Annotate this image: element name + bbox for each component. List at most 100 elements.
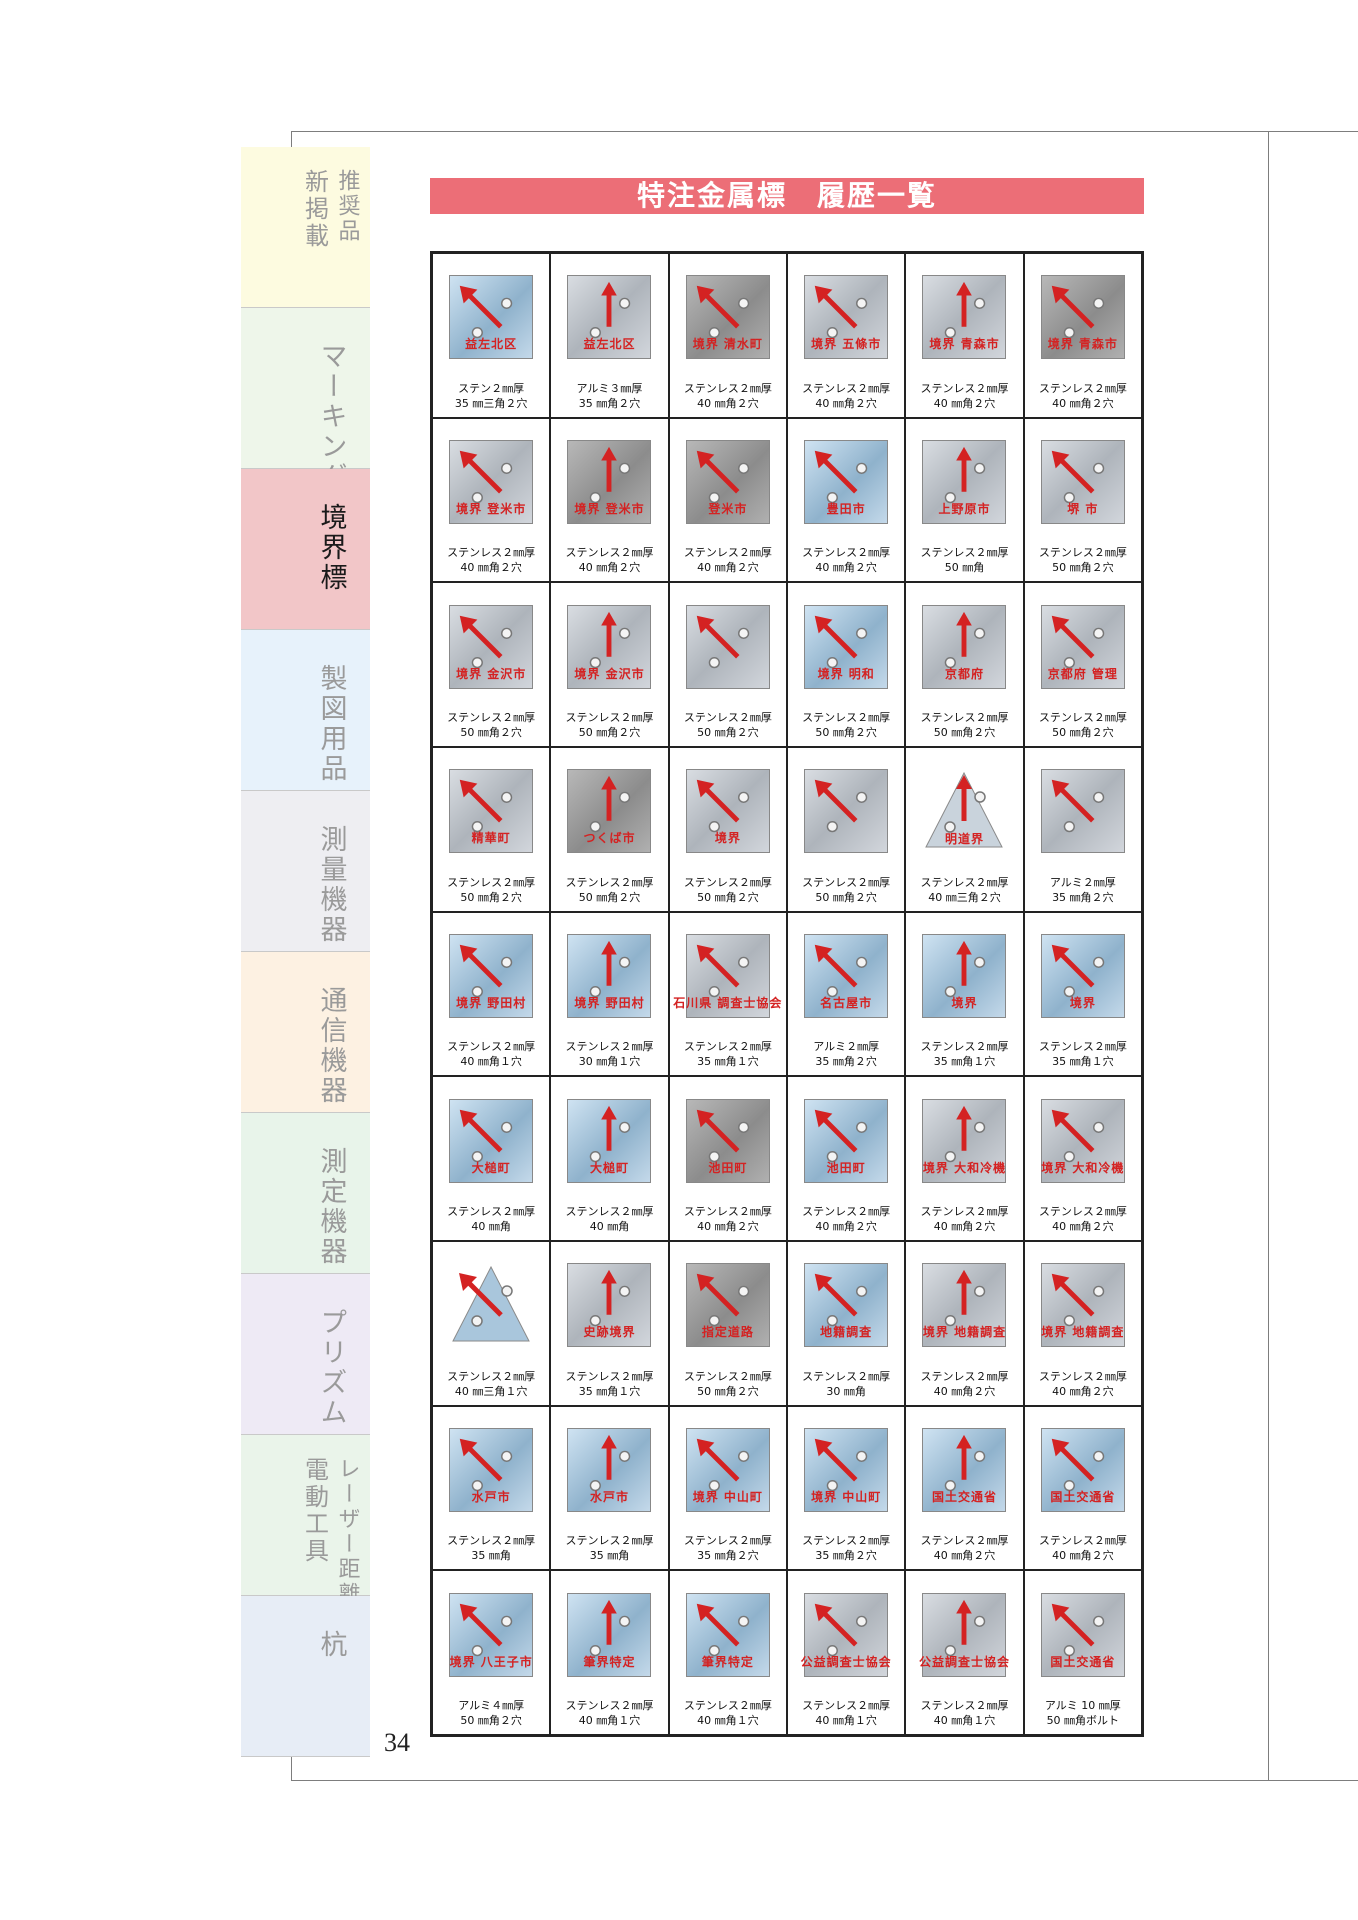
index-tab[interactable]: 測量機器 (241, 791, 370, 952)
plate-engraving: 上野原市 (938, 501, 991, 516)
screw-hole-icon (1092, 1286, 1105, 1298)
arrow-shaft (1055, 1113, 1095, 1153)
plate-spec: ステン２㎜厚 35 ㎜三角２穴 (454, 381, 528, 410)
plate-spec: ステンレス２㎜厚 50 ㎜角２穴 (920, 711, 1009, 739)
index-tab-panel: 通信機器 (291, 952, 370, 1112)
screw-hole-icon (945, 327, 957, 339)
screw-hole-icon (737, 792, 750, 804)
arrow-head-icon (459, 780, 478, 798)
boundary-plate-image: 指定道路 (685, 1263, 770, 1348)
plate-engraving: 公益調査士協会 (918, 1654, 1010, 1669)
boundary-plate-image: 大槌町 (449, 1098, 534, 1183)
plate-graphic (1051, 780, 1105, 833)
boundary-plate-image: 上野原市 (922, 439, 1007, 524)
screw-hole-icon (1063, 327, 1075, 339)
plate-graphic (814, 1603, 868, 1656)
screw-hole-icon (945, 656, 957, 668)
plate-engraving: 境界 金沢市 (456, 666, 527, 681)
screw-hole-icon (945, 1315, 957, 1327)
index-tab[interactable]: 測定機器 (241, 1113, 370, 1274)
product-cell: 上野原市 ステンレス２㎜厚 50 ㎜角 (905, 417, 1024, 583)
plate-photo-area: 境界 (906, 913, 1022, 1040)
boundary-plate-image: 益左北区 (449, 275, 534, 360)
plate-photo-area: 境界 野田村 (551, 913, 667, 1040)
screw-hole-icon (619, 298, 631, 310)
index-tab[interactable]: 杭 (241, 1596, 370, 1757)
product-cell: 指定道路 ステンレス２㎜厚 50 ㎜角２穴 (668, 1241, 787, 1406)
index-tab[interactable]: 通信機器 (241, 952, 370, 1113)
plate-photo-area: 国土交通省 (1025, 1571, 1141, 1698)
arrow-head-icon (601, 1270, 618, 1284)
arrow-head-icon (601, 776, 618, 790)
plate-spec: ステンレス２㎜厚 50 ㎜角２穴 (565, 711, 654, 739)
product-cell: 登米市 ステンレス２㎜厚 40 ㎜角２穴 (668, 417, 787, 583)
arrow-head-icon (601, 1599, 618, 1614)
product-cell: 国土交通省 ステンレス２㎜厚 40 ㎜角２穴 (1023, 1405, 1142, 1571)
screw-hole-icon (501, 1615, 513, 1627)
plate-engraving: 地籍調査 (820, 1325, 873, 1340)
plate-graphic (459, 780, 513, 833)
index-tab[interactable]: マーキング (241, 308, 370, 492)
index-tab-label: プリズム (315, 1308, 347, 1428)
screw-hole-icon (501, 298, 513, 310)
screw-hole-icon (1092, 462, 1105, 474)
plate-engraving: 池田町 (826, 1160, 866, 1175)
arrow-shaft (700, 1442, 740, 1482)
plate-engraving: 境界 青森市 (929, 337, 1000, 352)
arrow-head-icon (696, 1274, 715, 1292)
plate-graphic (459, 450, 513, 504)
screw-hole-icon (856, 1450, 868, 1462)
arrow-shaft (464, 784, 503, 823)
boundary-plate-image (804, 769, 889, 854)
index-tab-left-strip (241, 952, 291, 1112)
product-cell: つくば市 ステンレス２㎜厚 50 ㎜角２穴 (550, 747, 669, 912)
plate-spec: ステンレス２㎜厚 40 ㎜角１穴 (802, 1699, 891, 1727)
plate-spec: ステンレス２㎜厚 40 ㎜角１穴 (565, 1699, 654, 1727)
plate-spec: ステンレス２㎜厚 50 ㎜角２穴 (1038, 711, 1127, 739)
screw-hole-icon (619, 1121, 631, 1133)
index-tab[interactable]: プリズム (241, 1274, 370, 1435)
plate-graphic (696, 1274, 750, 1327)
index-tab[interactable]: 電動工具 レーザー距離計 (241, 1435, 370, 1632)
screw-hole-icon (1063, 1150, 1075, 1162)
arrow-head-icon (601, 282, 618, 296)
screw-hole-icon (856, 627, 868, 639)
plate-spec: ステンレス２㎜厚 35 ㎜角１穴 (920, 1040, 1009, 1069)
arrow-shaft (464, 619, 503, 659)
arrow-shaft (819, 290, 858, 329)
plate-graphic (814, 615, 868, 668)
screw-hole-icon (1063, 1644, 1075, 1656)
product-cell: 豊田市 ステンレス２㎜厚 40 ㎜角２穴 (787, 417, 906, 583)
boundary-plate-image: 水戸市 (449, 1427, 534, 1512)
plate-spec: アルミ２㎜厚 35 ㎜角２穴 (813, 1040, 880, 1069)
boundary-plate-image: 境界 八王子市 (449, 1592, 534, 1677)
plate-graphic (459, 615, 513, 668)
arrow-shaft (464, 1442, 503, 1482)
screw-hole-icon (826, 1150, 839, 1162)
screw-hole-icon (1063, 656, 1075, 668)
plate-engraving: 境界 登米市 (574, 501, 645, 516)
screw-hole-icon (590, 1644, 602, 1656)
page-title: 特注金属標 履歴一覧 (430, 178, 1144, 214)
plate-photo-area: 境界 登米市 (433, 419, 549, 546)
plate-graphic (590, 1105, 631, 1162)
plate-graphic (459, 286, 513, 339)
arrow-head-icon (696, 1438, 715, 1457)
arrow-head-icon (814, 1603, 833, 1621)
screw-hole-icon (1063, 1479, 1075, 1492)
index-tab[interactable]: 製図用品 (241, 630, 370, 791)
arrow-head-icon (814, 944, 833, 963)
plate-engraving: 水戸市 (589, 1489, 629, 1504)
plate-photo-area: 境界 八王子市 (433, 1571, 549, 1698)
plate-photo-area: 境界 (1025, 913, 1141, 1040)
plate-photo-area: 益左北区 (551, 254, 667, 381)
screw-hole-icon (501, 956, 513, 968)
screw-hole-icon (708, 1315, 720, 1327)
plate-spec: ステンレス２㎜厚 40 ㎜角１穴 (683, 1699, 772, 1727)
index-tab[interactable]: 境界標 (241, 469, 370, 630)
index-tab[interactable]: 新掲載 推奨品 (241, 147, 370, 308)
index-tab-label: 測定機器 (315, 1147, 347, 1267)
arrow-head-icon (459, 1109, 478, 1127)
screw-hole-icon (708, 985, 720, 998)
product-cell: 益左北区ステン２㎜厚 35 ㎜三角２穴 (432, 253, 551, 418)
